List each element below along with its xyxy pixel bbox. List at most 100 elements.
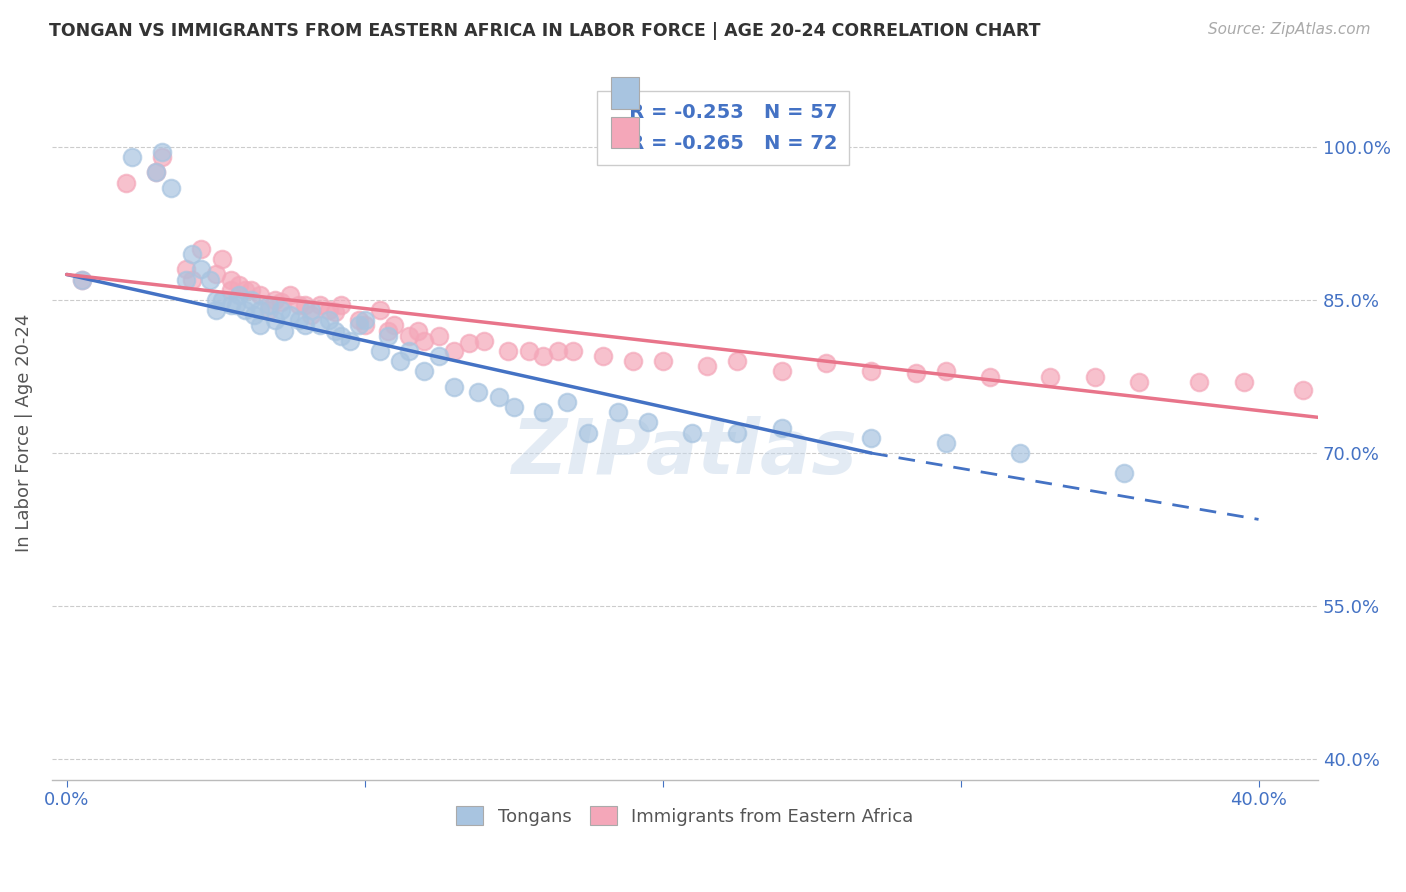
Point — [353, 318, 375, 333]
Point — [904, 367, 927, 381]
Point — [621, 354, 644, 368]
Point — [443, 380, 465, 394]
Point — [211, 293, 233, 307]
Point — [725, 425, 748, 440]
Point — [815, 356, 838, 370]
Text: Source: ZipAtlas.com: Source: ZipAtlas.com — [1208, 22, 1371, 37]
Point — [294, 318, 316, 333]
Text: TONGAN VS IMMIGRANTS FROM EASTERN AFRICA IN LABOR FORCE | AGE 20-24 CORRELATION : TONGAN VS IMMIGRANTS FROM EASTERN AFRICA… — [49, 22, 1040, 40]
Point — [309, 318, 332, 333]
Point — [681, 425, 703, 440]
Point — [264, 313, 287, 327]
Point — [70, 272, 93, 286]
Point — [531, 405, 554, 419]
Point — [240, 283, 263, 297]
Point — [150, 150, 173, 164]
FancyBboxPatch shape — [612, 117, 640, 148]
Point — [174, 272, 197, 286]
Point — [467, 384, 489, 399]
Point — [458, 335, 481, 350]
Point — [70, 272, 93, 286]
Point — [235, 303, 257, 318]
Point — [1128, 375, 1150, 389]
Point — [547, 344, 569, 359]
Point — [243, 308, 266, 322]
Point — [406, 324, 429, 338]
Point — [576, 425, 599, 440]
Point — [309, 298, 332, 312]
Point — [318, 303, 340, 318]
Point — [278, 308, 301, 322]
Text: R = -0.253   N = 57
   R = -0.265   N = 72: R = -0.253 N = 57 R = -0.265 N = 72 — [609, 103, 838, 153]
Point — [725, 354, 748, 368]
Point — [299, 303, 322, 318]
Point — [211, 252, 233, 267]
Point — [488, 390, 510, 404]
Point — [637, 416, 659, 430]
Point — [299, 308, 322, 322]
Point — [259, 298, 281, 312]
Point — [935, 435, 957, 450]
Point — [288, 313, 311, 327]
Point — [1114, 467, 1136, 481]
Point — [413, 364, 436, 378]
Point — [353, 313, 375, 327]
Point — [259, 303, 281, 318]
Point — [204, 293, 226, 307]
Point — [190, 262, 212, 277]
Point — [368, 303, 391, 318]
Point — [121, 150, 143, 164]
Point — [180, 272, 202, 286]
Y-axis label: In Labor Force | Age 20-24: In Labor Force | Age 20-24 — [15, 313, 32, 552]
Point — [517, 344, 540, 359]
Point — [347, 313, 370, 327]
Point — [278, 288, 301, 302]
Point — [377, 328, 399, 343]
Point — [472, 334, 495, 348]
Point — [145, 165, 167, 179]
Point — [770, 364, 793, 378]
Point — [294, 298, 316, 312]
Point — [190, 242, 212, 256]
Point — [225, 298, 247, 312]
Point — [770, 420, 793, 434]
Point — [696, 359, 718, 374]
Point — [228, 288, 250, 302]
Point — [288, 298, 311, 312]
Point — [240, 293, 263, 307]
Point — [115, 176, 138, 190]
Point — [347, 318, 370, 333]
Text: ZIPatlas: ZIPatlas — [512, 417, 858, 491]
Point — [860, 364, 883, 378]
Point — [531, 349, 554, 363]
Point — [219, 272, 242, 286]
Point — [398, 344, 420, 359]
Point — [174, 262, 197, 277]
Point — [323, 305, 346, 319]
Point — [502, 400, 524, 414]
Point — [329, 298, 352, 312]
Point — [398, 328, 420, 343]
Point — [935, 364, 957, 378]
Point — [1292, 383, 1315, 397]
Point — [1010, 446, 1032, 460]
Point — [1039, 369, 1062, 384]
Point — [427, 349, 450, 363]
Point — [180, 247, 202, 261]
Point — [860, 431, 883, 445]
Point — [150, 145, 173, 159]
Point — [323, 324, 346, 338]
Point — [1188, 375, 1211, 389]
Point — [592, 349, 614, 363]
Point — [270, 303, 292, 318]
Point — [219, 283, 242, 297]
Point — [329, 328, 352, 343]
Point — [198, 272, 221, 286]
Point — [1367, 390, 1389, 404]
Point — [651, 354, 673, 368]
FancyBboxPatch shape — [612, 78, 640, 109]
Point — [339, 334, 361, 348]
Point — [273, 324, 295, 338]
Legend: Tongans, Immigrants from Eastern Africa: Tongans, Immigrants from Eastern Africa — [449, 799, 921, 833]
Point — [979, 369, 1001, 384]
